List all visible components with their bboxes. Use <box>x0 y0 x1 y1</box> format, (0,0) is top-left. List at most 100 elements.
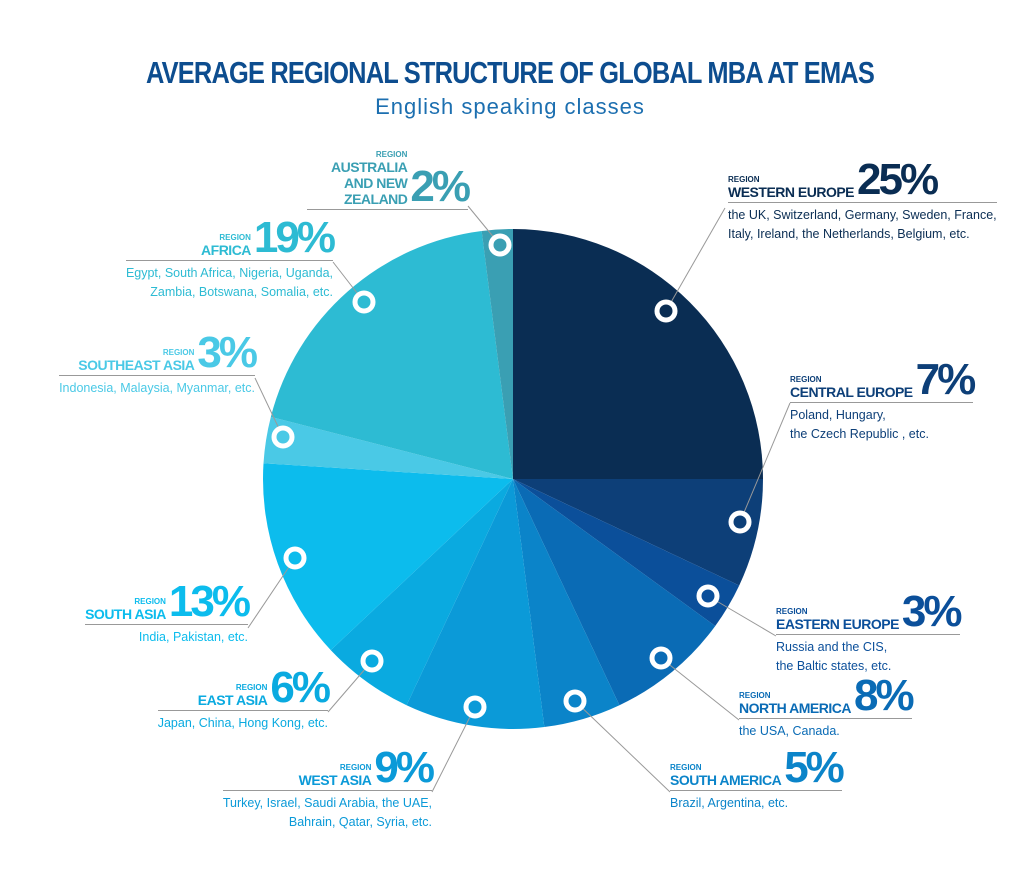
marker <box>728 510 752 534</box>
marker <box>563 689 587 713</box>
leader-line <box>707 595 777 637</box>
description-line: the Czech Republic , etc. <box>790 427 929 441</box>
leader-line <box>739 402 791 523</box>
name-column: REGION AFRICA <box>201 233 251 258</box>
description-line: the UK, Switzerland, Germany, Sweden, Fr… <box>728 208 997 222</box>
label-head: REGION CENTRAL EUROPE 7% <box>790 358 976 403</box>
description: Poland, Hungary, the Czech Republic , etc… <box>790 406 973 444</box>
name-column: REGION SOUTH AMERICA <box>670 763 782 788</box>
description-line: Japan, China, Hong Kong, etc. <box>157 716 328 730</box>
label-head: REGION EASTERN EUROPE 3% <box>776 587 963 636</box>
description-line: Russia and the CIS, <box>776 640 888 654</box>
marker <box>649 646 673 670</box>
description: Russia and the CIS, the Baltic states, et… <box>776 638 960 676</box>
value-label: 6% <box>270 663 331 712</box>
description: India, Pakistan, etc. <box>85 628 248 647</box>
name-column: REGION EAST ASIA <box>198 683 268 708</box>
pie-slice <box>330 479 513 706</box>
region-name: CENTRAL EUROPE <box>790 384 913 400</box>
region-name: SOUTH AMERICA <box>670 772 782 788</box>
marker <box>360 649 384 673</box>
label-head: REGION WESTERN EUROPE 25% <box>728 155 997 204</box>
region-label: REGION CENTRAL EUROPE 7% Poland, Hungary, th… <box>790 358 976 444</box>
region-name: SOUTH ASIA <box>85 606 166 622</box>
name-column: REGION EASTERN EUROPE <box>776 607 899 632</box>
pie-slice <box>513 479 620 728</box>
region-name: SOUTHEAST ASIA <box>78 357 195 373</box>
value-label: 25% <box>857 155 939 204</box>
leader-line <box>574 700 671 793</box>
marker <box>283 546 307 570</box>
description-line: Bahrain, Qatar, Syria, etc. <box>288 815 432 829</box>
pie-slice <box>406 479 545 729</box>
leader-line <box>431 706 476 793</box>
region-label: REGION SOUTH ASIA 13% India, Pakistan, etc. <box>85 577 251 647</box>
region-word: REGION <box>776 607 808 616</box>
label-head: REGION SOUTH ASIA 13% <box>85 577 251 626</box>
description-line: Egypt, South Africa, Nigeria, Uganda, <box>125 266 333 280</box>
region-label: REGION NORTH AMERICA 8% the USA, Canada. <box>739 671 915 741</box>
region-word: REGION <box>790 375 822 384</box>
region-name: EASTERN EUROPE <box>776 616 899 632</box>
description: Japan, China, Hong Kong, etc. <box>158 714 328 733</box>
description: Indonesia, Malaysia, Myanmar, etc. <box>59 379 255 398</box>
leader-line <box>247 557 296 629</box>
pie-slice <box>270 230 513 479</box>
region-label: REGION WESTERN EUROPE 25% the UK, Switzerla… <box>728 155 997 244</box>
marker <box>696 584 720 608</box>
region-name: AUSTRALIA AND NEW ZEALAND <box>331 159 408 207</box>
value-label: 5% <box>784 743 845 792</box>
description-line: Brazil, Argentina, etc. <box>670 796 789 810</box>
description-line: India, Pakistan, etc. <box>138 630 248 644</box>
label-head: REGION AFRICA 19% <box>125 213 336 262</box>
region-word: REGION <box>339 763 372 772</box>
label-head: REGION NORTH AMERICA 8% <box>739 671 915 720</box>
value-label: 13% <box>168 577 251 626</box>
leader-line <box>665 207 726 312</box>
pie-slice <box>263 416 513 479</box>
description-line: the Baltic states, etc. <box>776 659 892 673</box>
value-label: 3% <box>197 328 258 377</box>
name-column: REGION WESTERN EUROPE <box>728 175 855 200</box>
region-word: REGION <box>739 691 771 700</box>
value-label: 8% <box>853 671 915 720</box>
region-label: REGION SOUTHEAST ASIA 3% Indonesia, Malaysi… <box>59 328 258 398</box>
pie-slice <box>263 463 513 651</box>
name-column: REGION NORTH AMERICA <box>739 691 851 716</box>
name-column: REGION WEST ASIA <box>299 763 372 788</box>
marker <box>271 425 295 449</box>
value-label: 2% <box>410 162 471 211</box>
region-label: REGION EAST ASIA 6% Japan, China, Hong Kong… <box>157 663 331 733</box>
description-line: the USA, Canada. <box>739 724 840 738</box>
label-head: REGION AUSTRALIA AND NEW ZEALAND 2% <box>307 150 471 211</box>
pie-slice <box>513 229 763 479</box>
description: Turkey, Israel, Saudi Arabia, the UAE, Ba… <box>223 794 432 832</box>
label-head: REGION WEST ASIA 9% <box>222 743 435 792</box>
description-line: Poland, Hungary, <box>790 408 886 422</box>
region-word: REGION <box>728 175 760 184</box>
region-word: REGION <box>134 597 166 606</box>
name-column: REGION SOUTH ASIA <box>85 597 166 622</box>
region-name: WESTERN EUROPE <box>728 184 855 200</box>
description: Brazil, Argentina, etc. <box>670 794 842 813</box>
region-word: REGION <box>375 150 408 159</box>
region-label: REGION SOUTH AMERICA 5% Brazil, Argentina, … <box>670 743 845 813</box>
label-head: REGION EAST ASIA 6% <box>157 663 331 712</box>
label-head: REGION SOUTHEAST ASIA 3% <box>59 328 258 377</box>
value-label: 3% <box>901 587 963 636</box>
value-label: 9% <box>374 743 435 792</box>
region-label: REGION AUSTRALIA AND NEW ZEALAND 2% <box>307 150 471 211</box>
description-line: Italy, Ireland, the Netherlands, Belgium… <box>728 227 970 241</box>
description-line: Turkey, Israel, Saudi Arabia, the UAE, <box>222 796 432 810</box>
chart-subtitle: English speaking classes <box>375 94 645 119</box>
description: Egypt, South Africa, Nigeria, Uganda, Zam… <box>126 264 333 302</box>
region-name: WEST ASIA <box>298 772 372 788</box>
name-column: REGION AUSTRALIA AND NEW ZEALAND <box>307 150 408 207</box>
label-head: REGION SOUTH AMERICA 5% <box>670 743 845 792</box>
value-label: 19% <box>253 213 336 262</box>
pie-slice <box>513 479 763 586</box>
pie-slice <box>481 229 513 479</box>
region-label: REGION EASTERN EUROPE 3% Russia and the CIS… <box>776 587 963 676</box>
